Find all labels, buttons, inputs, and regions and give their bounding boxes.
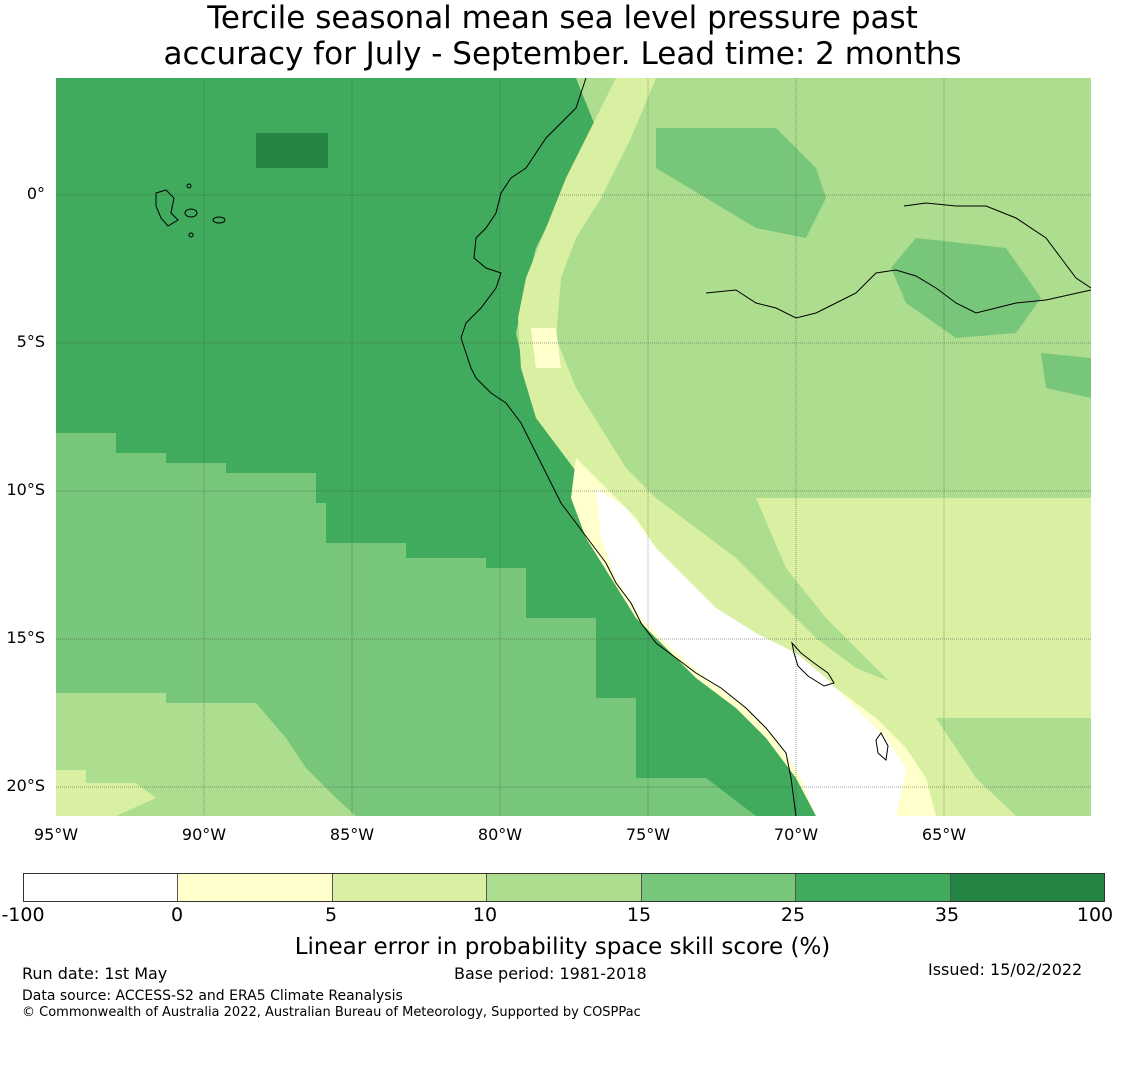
colorbar-label: Linear error in probability space skill … bbox=[294, 934, 831, 960]
lake-titicaca bbox=[791, 641, 835, 687]
region-0-5-north bbox=[531, 328, 561, 368]
colorbar-segment-25-35 bbox=[796, 874, 951, 901]
lon-label-75w: 75°W bbox=[625, 825, 671, 844]
amazon-river bbox=[705, 269, 1091, 319]
colorbar-segment-35-100 bbox=[950, 874, 1104, 901]
lon-label-95w: 95°W bbox=[33, 825, 79, 844]
colorbar-tick: 10 bbox=[472, 904, 498, 926]
island-san-cristobal bbox=[212, 216, 226, 224]
colorbar-tick: 25 bbox=[780, 904, 806, 926]
lon-label-85w: 85°W bbox=[329, 825, 375, 844]
colorbar-tick: -100 bbox=[1, 904, 45, 926]
colorbar-tick: 0 bbox=[170, 904, 184, 926]
base-period: Base period: 1981-2018 bbox=[454, 964, 647, 983]
region-15-25-north bbox=[656, 128, 826, 238]
lat-label-15s: 15°S bbox=[6, 628, 45, 647]
colorbar-segment-neg bbox=[24, 874, 179, 901]
lon-label-90w: 90°W bbox=[181, 825, 227, 844]
lon-label-70w: 70°W bbox=[773, 825, 819, 844]
map-title-line1: Tercile seasonal mean sea level pressure… bbox=[207, 0, 918, 36]
data-source: Data source: ACCESS-S2 and ERA5 Climate … bbox=[22, 988, 403, 1004]
negro-river bbox=[903, 202, 1091, 289]
region-10-15-southeast bbox=[936, 718, 1091, 816]
region-35-100 bbox=[256, 133, 328, 168]
colorbar-segment-5-10 bbox=[332, 874, 488, 901]
colorbar bbox=[23, 873, 1105, 902]
region-negative bbox=[596, 488, 906, 816]
colorbar-tick: 15 bbox=[626, 904, 652, 926]
copyright: © Commonwealth of Australia 2022, Austra… bbox=[22, 1005, 641, 1020]
lake-poopo bbox=[875, 732, 889, 761]
run-date: Run date: 1st May bbox=[22, 964, 168, 983]
colorbar-tick: 5 bbox=[324, 904, 338, 926]
island-pinta bbox=[186, 183, 192, 189]
colorbar-tick: 100 bbox=[1076, 904, 1114, 926]
skill-score-map bbox=[56, 78, 1091, 816]
map-canvas bbox=[56, 78, 1091, 816]
colorbar-segment-0-5 bbox=[178, 874, 333, 901]
lon-label-80w: 80°W bbox=[477, 825, 523, 844]
galapagos-islands bbox=[155, 183, 226, 238]
island-isabela bbox=[155, 189, 179, 227]
region-15-25-amazon bbox=[891, 238, 1041, 338]
colorbar-segment-10-15 bbox=[487, 874, 642, 901]
lat-label-20s: 20°S bbox=[6, 776, 45, 795]
island-santa-cruz bbox=[184, 208, 198, 218]
region-5-10-ocean bbox=[56, 770, 156, 816]
island-espanola bbox=[188, 232, 194, 238]
map-title-line2: accuracy for July - September. Lead time… bbox=[163, 36, 962, 72]
lat-label-10s: 10°S bbox=[6, 480, 45, 499]
graticule bbox=[56, 78, 1091, 816]
region-15-25-east bbox=[1041, 353, 1091, 398]
colorbar-segment-15-25 bbox=[641, 874, 797, 901]
lat-label-5s: 5°S bbox=[16, 332, 45, 351]
coastline bbox=[460, 78, 797, 816]
issued-date: Issued: 15/02/2022 bbox=[928, 960, 1083, 979]
colorbar-tick: 35 bbox=[934, 904, 960, 926]
lat-label-0: 0° bbox=[26, 184, 45, 203]
lon-label-65w: 65°W bbox=[921, 825, 967, 844]
